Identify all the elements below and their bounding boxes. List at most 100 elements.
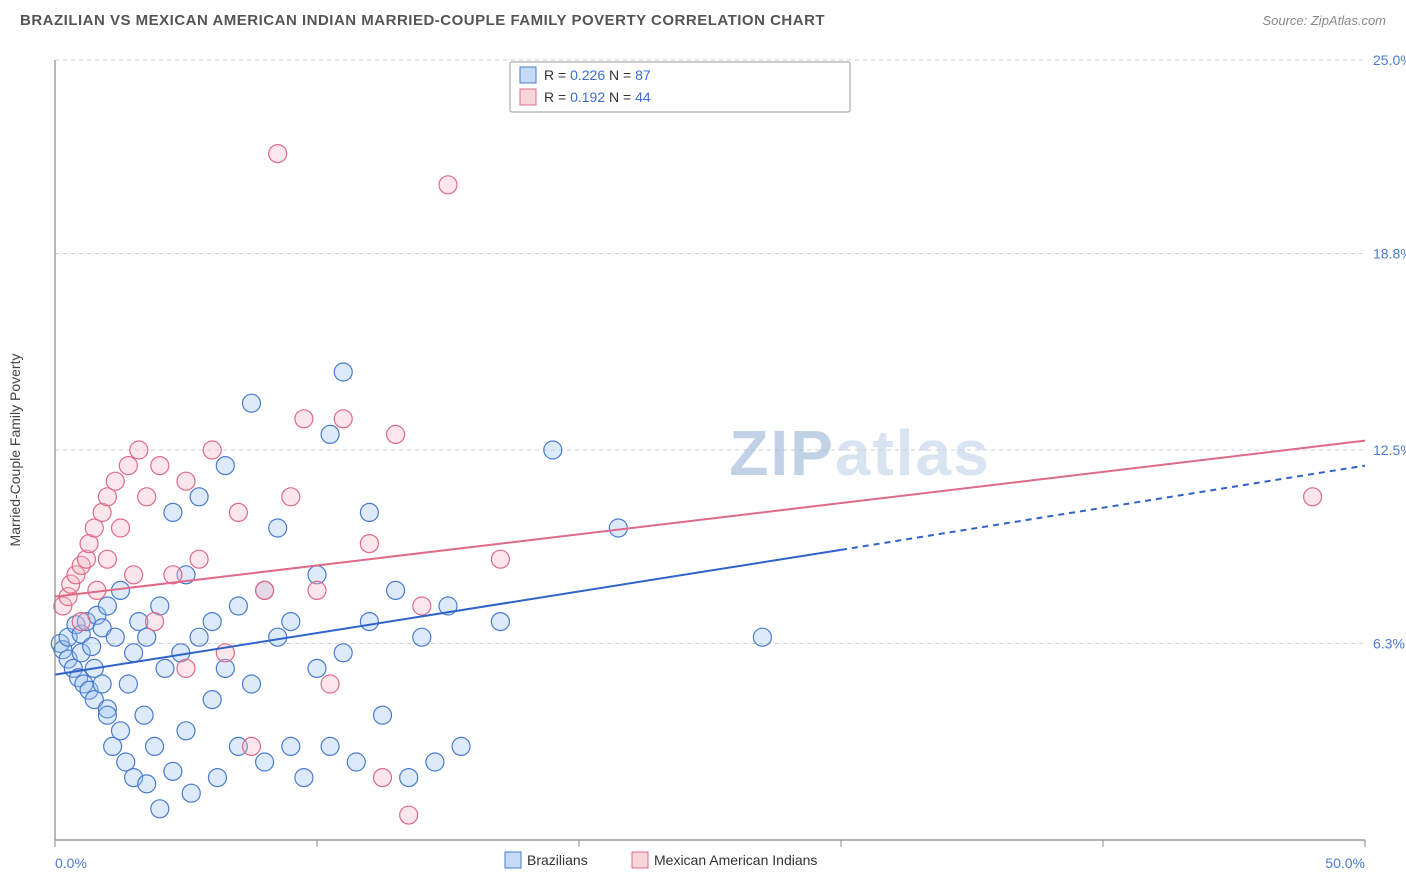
data-point-mexican_american_indians [1304, 488, 1322, 506]
data-point-mexican_american_indians [98, 550, 116, 568]
data-point-brazilians [308, 659, 326, 677]
data-point-brazilians [243, 675, 261, 693]
data-point-brazilians [112, 722, 130, 740]
data-point-mexican_american_indians [203, 441, 221, 459]
data-point-mexican_american_indians [151, 457, 169, 475]
data-point-brazilians [164, 503, 182, 521]
bottom-legend-swatch [505, 852, 521, 868]
data-point-brazilians [400, 769, 418, 787]
legend-swatch [520, 89, 536, 105]
data-point-brazilians [295, 769, 313, 787]
bottom-legend-label: Brazilians [527, 852, 588, 868]
legend-swatch [520, 67, 536, 83]
data-point-mexican_american_indians [491, 550, 509, 568]
data-point-brazilians [426, 753, 444, 771]
data-point-brazilians [190, 488, 208, 506]
x-max-label: 50.0% [1325, 855, 1365, 871]
data-point-mexican_american_indians [360, 535, 378, 553]
chart-container: BRAZILIAN VS MEXICAN AMERICAN INDIAN MAR… [0, 0, 1406, 892]
data-point-brazilians [753, 628, 771, 646]
data-point-mexican_american_indians [130, 441, 148, 459]
data-point-brazilians [387, 581, 405, 599]
data-point-mexican_american_indians [282, 488, 300, 506]
title-bar: BRAZILIAN VS MEXICAN AMERICAN INDIAN MAR… [0, 0, 1406, 40]
data-point-brazilians [83, 638, 101, 656]
watermark: ZIPatlas [729, 417, 990, 489]
data-point-mexican_american_indians [138, 488, 156, 506]
data-point-brazilians [243, 394, 261, 412]
data-point-brazilians [229, 597, 247, 615]
data-point-mexican_american_indians [243, 737, 261, 755]
data-point-mexican_american_indians [146, 613, 164, 631]
data-point-brazilians [321, 425, 339, 443]
data-point-brazilians [164, 762, 182, 780]
data-point-brazilians [269, 519, 287, 537]
data-point-brazilians [544, 441, 562, 459]
scatter-chart-svg: 6.3%12.5%18.8%25.0%ZIPatlas0.0%50.0%Marr… [0, 40, 1406, 892]
data-point-brazilians [334, 644, 352, 662]
data-point-mexican_american_indians [413, 597, 431, 615]
legend-stats-row: R = 0.192 N = 44 [544, 89, 651, 105]
source-label: Source: ZipAtlas.com [1262, 13, 1386, 28]
bottom-legend-swatch [632, 852, 648, 868]
data-point-brazilians [216, 457, 234, 475]
data-point-brazilians [334, 363, 352, 381]
chart-title: BRAZILIAN VS MEXICAN AMERICAN INDIAN MAR… [20, 12, 825, 29]
data-point-brazilians [203, 613, 221, 631]
data-point-brazilians [98, 597, 116, 615]
y-tick-label: 12.5% [1373, 442, 1406, 458]
data-point-mexican_american_indians [177, 472, 195, 490]
data-point-brazilians [190, 628, 208, 646]
trend-line-mexican_american_indians [55, 441, 1365, 597]
data-point-brazilians [452, 737, 470, 755]
data-point-brazilians [413, 628, 431, 646]
data-point-brazilians [360, 503, 378, 521]
data-point-mexican_american_indians [308, 581, 326, 599]
data-point-brazilians [282, 737, 300, 755]
data-point-mexican_american_indians [321, 675, 339, 693]
plot-area: 6.3%12.5%18.8%25.0%ZIPatlas0.0%50.0%Marr… [0, 40, 1406, 892]
data-point-mexican_american_indians [190, 550, 208, 568]
data-point-brazilians [119, 675, 137, 693]
data-point-mexican_american_indians [112, 519, 130, 537]
data-point-mexican_american_indians [387, 425, 405, 443]
data-point-mexican_american_indians [77, 550, 95, 568]
data-point-brazilians [269, 628, 287, 646]
data-point-mexican_american_indians [177, 659, 195, 677]
data-point-brazilians [138, 775, 156, 793]
data-point-mexican_american_indians [106, 472, 124, 490]
data-point-brazilians [106, 628, 124, 646]
data-point-brazilians [374, 706, 392, 724]
data-point-brazilians [156, 659, 174, 677]
data-point-brazilians [93, 675, 111, 693]
y-tick-label: 6.3% [1373, 635, 1405, 651]
data-point-brazilians [125, 644, 143, 662]
data-point-mexican_american_indians [256, 581, 274, 599]
data-point-brazilians [135, 706, 153, 724]
data-point-mexican_american_indians [334, 410, 352, 428]
data-point-mexican_american_indians [125, 566, 143, 584]
data-point-brazilians [151, 800, 169, 818]
data-point-brazilians [98, 706, 116, 724]
data-point-brazilians [360, 613, 378, 631]
data-point-brazilians [177, 722, 195, 740]
data-point-brazilians [146, 737, 164, 755]
bottom-legend-label: Mexican American Indians [654, 852, 817, 868]
data-point-brazilians [182, 784, 200, 802]
data-point-mexican_american_indians [374, 769, 392, 787]
x-min-label: 0.0% [55, 855, 87, 871]
data-point-brazilians [321, 737, 339, 755]
data-point-brazilians [203, 691, 221, 709]
data-point-mexican_american_indians [269, 145, 287, 163]
data-point-brazilians [347, 753, 365, 771]
data-point-brazilians [256, 753, 274, 771]
y-axis-label: Married-Couple Family Poverty [7, 354, 23, 547]
data-point-mexican_american_indians [119, 457, 137, 475]
data-point-mexican_american_indians [400, 806, 418, 824]
data-point-mexican_american_indians [229, 503, 247, 521]
data-point-brazilians [491, 613, 509, 631]
data-point-mexican_american_indians [295, 410, 313, 428]
data-point-mexican_american_indians [72, 613, 90, 631]
y-tick-label: 18.8% [1373, 245, 1406, 261]
data-point-brazilians [208, 769, 226, 787]
